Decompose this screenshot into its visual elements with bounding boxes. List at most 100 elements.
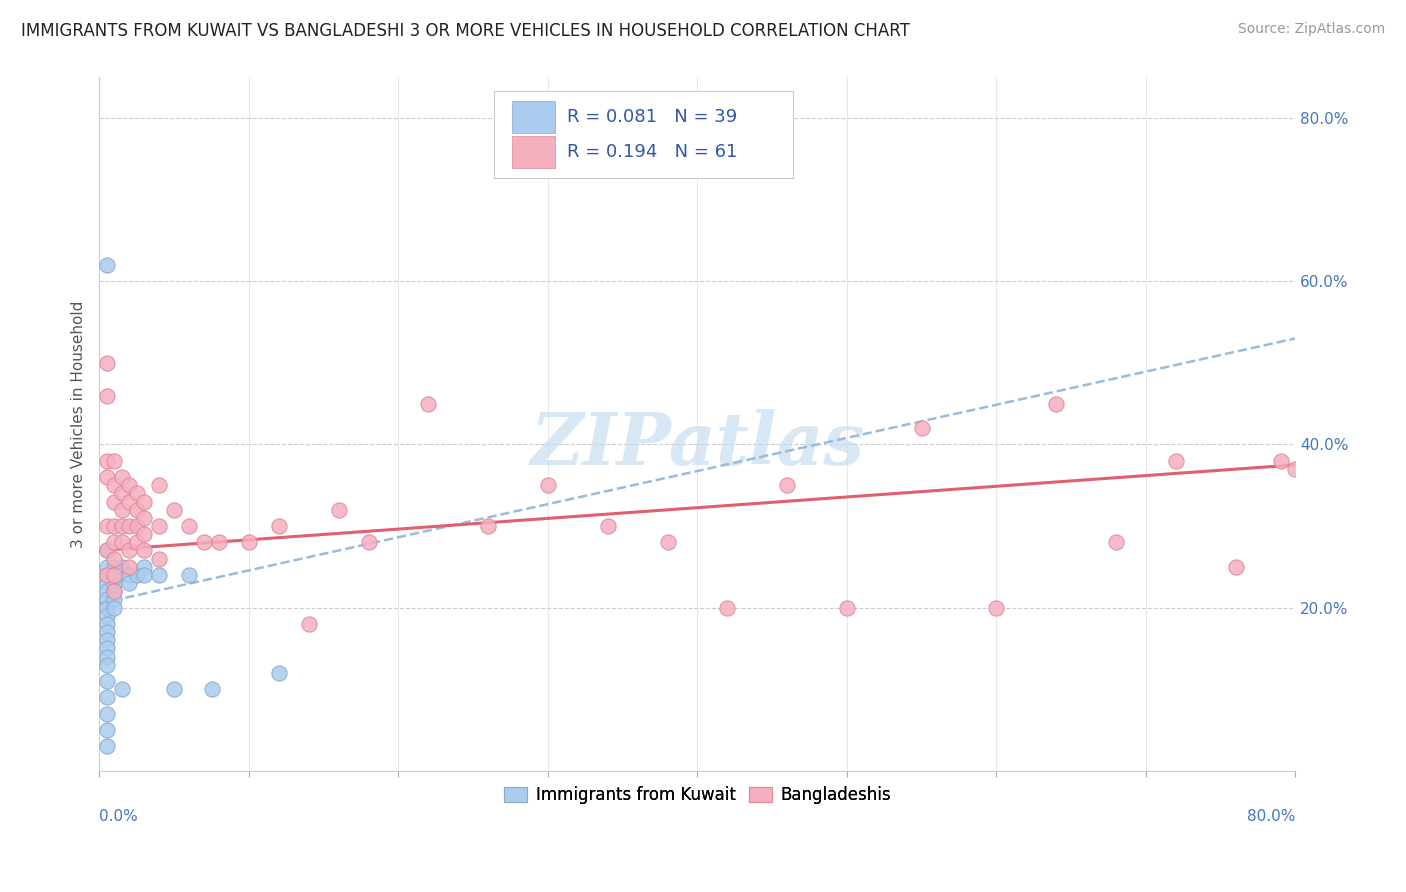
Point xyxy=(125,502,148,516)
Point xyxy=(96,641,118,656)
Point xyxy=(125,486,148,500)
Point xyxy=(103,584,125,599)
Point xyxy=(105,568,128,582)
Point xyxy=(118,568,141,582)
Point xyxy=(118,576,141,591)
Point xyxy=(148,478,170,492)
Point xyxy=(103,519,125,533)
Point xyxy=(267,665,290,680)
Text: Source: ZipAtlas.com: Source: ZipAtlas.com xyxy=(1237,22,1385,37)
Point xyxy=(103,600,125,615)
Legend: Immigrants from Kuwait, Bangladeshis: Immigrants from Kuwait, Bangladeshis xyxy=(498,780,897,811)
FancyBboxPatch shape xyxy=(512,136,555,168)
Point xyxy=(596,519,619,533)
Point xyxy=(125,535,148,549)
Point xyxy=(96,657,118,672)
Point xyxy=(103,568,125,582)
Point xyxy=(96,723,118,737)
Point xyxy=(1045,397,1067,411)
Point xyxy=(96,576,118,591)
Point xyxy=(357,535,380,549)
Point xyxy=(96,600,118,615)
Point xyxy=(103,568,125,582)
Point xyxy=(96,625,118,640)
Point xyxy=(96,616,118,631)
Point xyxy=(148,551,170,566)
Point xyxy=(1164,454,1187,468)
Point xyxy=(111,535,134,549)
Point xyxy=(103,551,125,566)
Point xyxy=(179,568,201,582)
Text: 80.0%: 80.0% xyxy=(1247,809,1295,824)
Point xyxy=(125,519,148,533)
Point xyxy=(96,568,118,582)
Point xyxy=(118,478,141,492)
Point xyxy=(716,600,738,615)
FancyBboxPatch shape xyxy=(512,101,555,133)
Point xyxy=(96,543,118,558)
Point xyxy=(134,527,156,541)
Point xyxy=(1225,559,1247,574)
Point xyxy=(96,559,118,574)
Point xyxy=(328,502,350,516)
Point xyxy=(537,478,560,492)
Point xyxy=(96,543,118,558)
Point xyxy=(125,568,148,582)
Point xyxy=(118,494,141,508)
Point xyxy=(103,454,125,468)
Point xyxy=(96,258,118,272)
Point xyxy=(134,511,156,525)
Text: ZIPatlas: ZIPatlas xyxy=(530,409,865,481)
Text: 0.0%: 0.0% xyxy=(100,809,138,824)
Point xyxy=(200,682,222,697)
Point xyxy=(96,649,118,664)
Point xyxy=(103,559,125,574)
Point xyxy=(1270,454,1292,468)
Point xyxy=(103,592,125,607)
Point xyxy=(96,388,118,402)
Point xyxy=(134,568,156,582)
Point xyxy=(103,494,125,508)
Point xyxy=(96,356,118,370)
Point xyxy=(118,543,141,558)
Text: R = 0.081   N = 39: R = 0.081 N = 39 xyxy=(567,108,737,126)
Point xyxy=(103,535,125,549)
Y-axis label: 3 or more Vehicles in Household: 3 or more Vehicles in Household xyxy=(72,301,86,548)
Point xyxy=(1105,535,1128,549)
Point xyxy=(96,690,118,705)
FancyBboxPatch shape xyxy=(494,91,793,178)
Point xyxy=(96,454,118,468)
Point xyxy=(477,519,499,533)
Point xyxy=(118,559,141,574)
Point xyxy=(96,673,118,688)
Point xyxy=(96,568,118,582)
Point xyxy=(134,494,156,508)
Point xyxy=(111,486,134,500)
Point xyxy=(163,502,186,516)
Point xyxy=(238,535,260,549)
Point xyxy=(96,608,118,623)
Point xyxy=(986,600,1008,615)
Point xyxy=(911,421,934,435)
Point xyxy=(418,397,440,411)
Point xyxy=(1284,462,1306,476)
Point xyxy=(96,739,118,754)
Point xyxy=(103,576,125,591)
Text: R = 0.194   N = 61: R = 0.194 N = 61 xyxy=(567,143,738,161)
Point xyxy=(179,519,201,533)
Point xyxy=(96,592,118,607)
Point xyxy=(134,543,156,558)
Point xyxy=(298,616,321,631)
Point xyxy=(267,519,290,533)
Point xyxy=(118,519,141,533)
Point xyxy=(96,470,118,484)
Point xyxy=(111,682,134,697)
Point xyxy=(96,706,118,721)
Point xyxy=(96,584,118,599)
Point xyxy=(193,535,215,549)
Point xyxy=(163,682,186,697)
Point xyxy=(111,519,134,533)
Point xyxy=(111,502,134,516)
Point xyxy=(657,535,679,549)
Point xyxy=(103,478,125,492)
